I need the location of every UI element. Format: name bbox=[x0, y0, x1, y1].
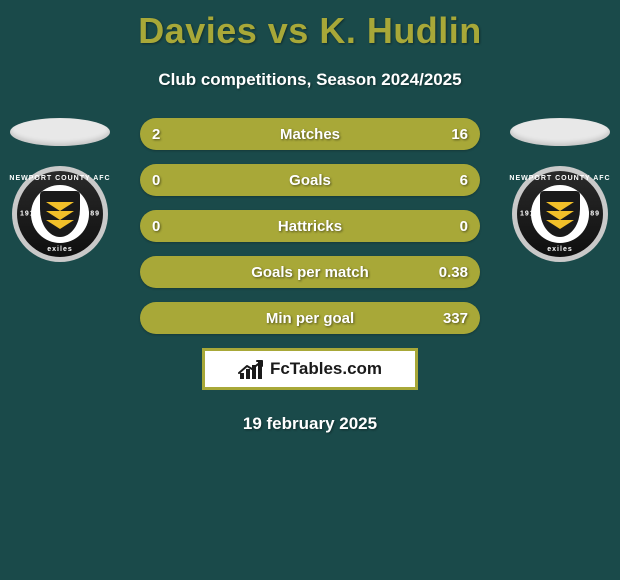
stat-right-value: 0.38 bbox=[439, 264, 468, 281]
crest-bottom-text: exiles bbox=[547, 246, 572, 253]
stat-row-min-per-goal: Min per goal 337 bbox=[140, 302, 480, 334]
stat-label: Hattricks bbox=[278, 218, 342, 235]
footer-date: 19 february 2025 bbox=[0, 414, 620, 434]
stat-right-value: 6 bbox=[460, 172, 468, 189]
player-left-portrait-placeholder bbox=[10, 118, 110, 146]
shield-icon bbox=[540, 191, 580, 237]
shield-icon bbox=[40, 191, 80, 237]
brand-badge[interactable]: FcTables.com bbox=[202, 348, 418, 390]
stat-row-matches: 2 Matches 16 bbox=[140, 118, 480, 150]
player-left-badge: NEWPORT COUNTY AFC 1912 1989 exiles bbox=[10, 118, 110, 262]
stat-label: Goals bbox=[289, 172, 331, 189]
stat-row-goals-per-match: Goals per match 0.38 bbox=[140, 256, 480, 288]
page-title: Davies vs K. Hudlin bbox=[0, 0, 620, 52]
brand-text: FcTables.com bbox=[270, 359, 382, 379]
comparison-area: NEWPORT COUNTY AFC 1912 1989 exiles bbox=[0, 118, 620, 434]
club-crest-left: NEWPORT COUNTY AFC 1912 1989 exiles bbox=[12, 166, 108, 262]
stat-left-value: 0 bbox=[152, 218, 160, 235]
player-right-badge: NEWPORT COUNTY AFC 1912 1989 exiles bbox=[510, 118, 610, 262]
crest-bottom-text: exiles bbox=[47, 246, 72, 253]
crest-top-text: NEWPORT COUNTY AFC bbox=[509, 175, 610, 182]
crest-top-text: NEWPORT COUNTY AFC bbox=[9, 175, 110, 182]
stat-left-value: 0 bbox=[152, 172, 160, 189]
stat-label: Min per goal bbox=[266, 310, 354, 327]
bar-chart-icon bbox=[238, 359, 264, 379]
subtitle: Club competitions, Season 2024/2025 bbox=[0, 70, 620, 90]
stat-row-goals: 0 Goals 6 bbox=[140, 164, 480, 196]
stat-right-value: 337 bbox=[443, 310, 468, 327]
stat-label: Matches bbox=[280, 126, 340, 143]
player-right-portrait-placeholder bbox=[510, 118, 610, 146]
stat-right-value: 16 bbox=[451, 126, 468, 143]
stat-row-hattricks: 0 Hattricks 0 bbox=[140, 210, 480, 242]
stat-label: Goals per match bbox=[251, 264, 369, 281]
club-crest-right: NEWPORT COUNTY AFC 1912 1989 exiles bbox=[512, 166, 608, 262]
stat-right-value: 0 bbox=[460, 218, 468, 235]
stat-left-value: 2 bbox=[152, 126, 160, 143]
stats-list: 2 Matches 16 0 Goals 6 0 Hattricks 0 Goa… bbox=[140, 118, 480, 334]
